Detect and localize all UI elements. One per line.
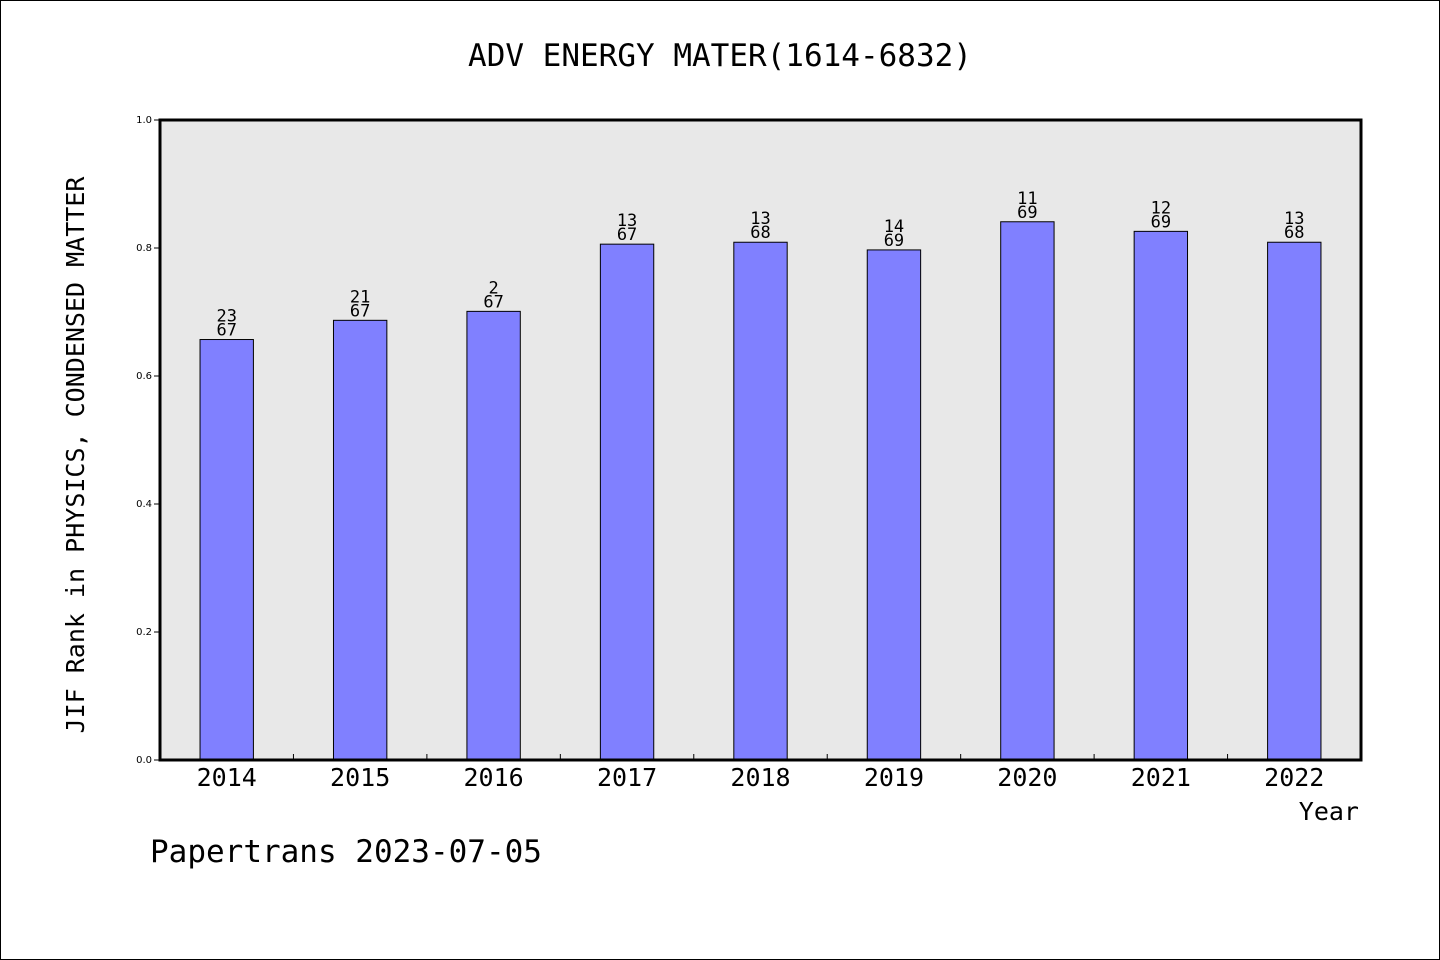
bar [1267,241,1322,761]
x-tick-label: 2017 [597,763,657,792]
x-tick-label: 2020 [997,763,1057,792]
bar-total-label: 67 [617,225,637,245]
x-tick-label: 2015 [330,763,390,792]
x-tick-label: 2018 [730,763,790,792]
x-tick-label: 2022 [1264,763,1324,792]
bar [1133,230,1189,761]
bar-total-label: 67 [216,321,236,341]
x-axis: 2014 2015 2016 2017 2018 2019 2020 2021 2022 [197,754,1324,792]
x-tick-label: 2019 [864,763,924,792]
chart-title: ADV ENERGY MATER(1614-6832) [468,38,972,74]
y-tick-label: 0.2 [136,627,152,638]
bar-total-label: 67 [483,292,503,312]
bar [1000,221,1055,761]
y-tick-label: 0.6 [136,371,152,382]
plot-border [158,118,1363,762]
x-tick-label: 2021 [1131,763,1191,792]
bar-total-label: 69 [1151,212,1171,232]
bar [199,339,254,761]
bar-total-label: 69 [884,231,904,251]
y-tick-label: 0.8 [136,243,152,254]
bar [466,310,521,761]
y-tick-label: 1.0 [136,115,152,126]
bar-rank-label: 14 [884,217,904,237]
bar [599,243,655,761]
bar-total-label: 68 [1284,223,1304,243]
x-tick-label: 2014 [197,763,257,792]
bar-rank-label: 13 [750,209,770,229]
bar-rank-label: 23 [216,307,236,327]
bar [332,319,388,761]
bar-rank-label: 21 [350,287,370,307]
bar-total-label: 68 [750,223,770,243]
x-axis-label: Year [1299,797,1359,826]
x-tick-label: 2016 [464,763,524,792]
bar-rank-label: 13 [1284,209,1304,229]
bar [866,249,922,761]
footer-watermark: Papertrans 2023-07-05 [150,834,542,870]
y-axis-label: JIF Rank in PHYSICS, CONDENSED MATTER [61,176,90,734]
bar-total-label: 69 [1017,203,1037,223]
bar-rank-label: 11 [1017,189,1037,209]
y-tick-label: 0.0 [136,755,152,766]
bar-rank-label: 12 [1151,198,1171,218]
bar-rank-label: 2 [488,278,498,298]
bar-rank-label: 13 [617,211,637,231]
bar-total-label: 67 [350,301,370,321]
y-tick-label: 0.4 [136,499,152,510]
bar [733,241,788,761]
bars-group [199,221,1322,761]
y-axis: 0.0 0.2 0.4 0.6 0.8 1.0 [136,115,160,766]
